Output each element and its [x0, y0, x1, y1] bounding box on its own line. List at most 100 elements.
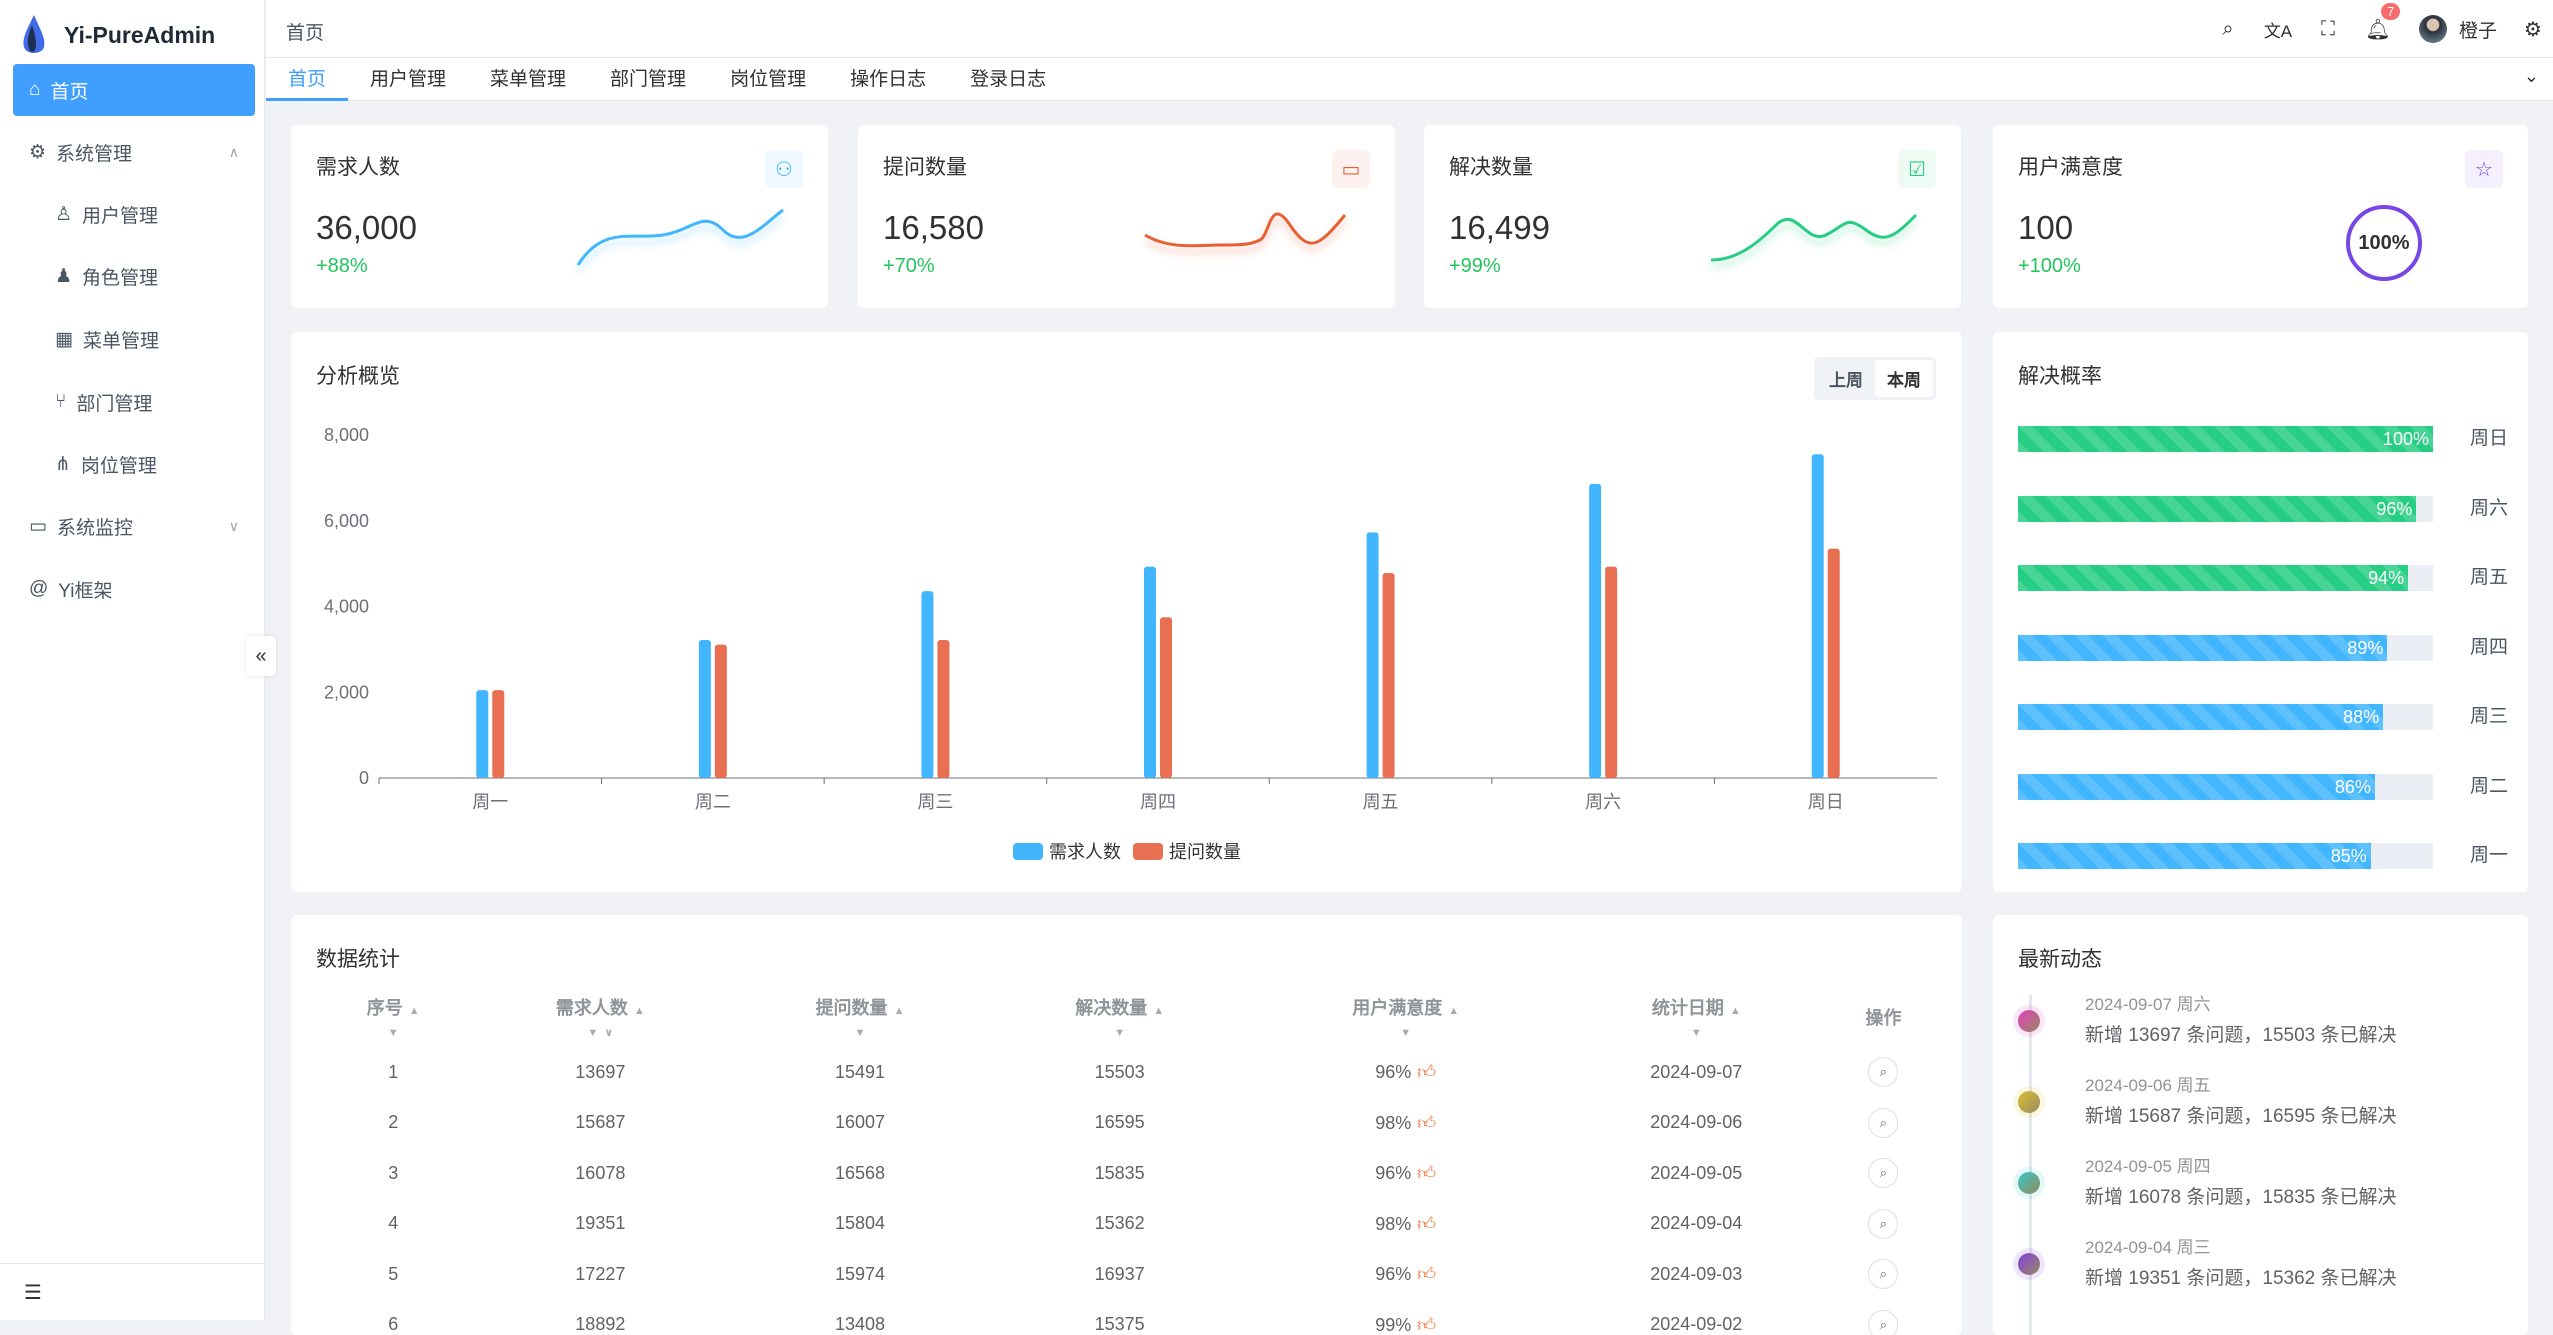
tab-6[interactable]: 登录日志 [948, 58, 1068, 101]
table-cell: 99%👍︎ [1250, 1300, 1562, 1335]
column-header[interactable]: 需求人数▲▼∨ [471, 987, 731, 1047]
sidebar-item-label: 岗位管理 [81, 451, 157, 478]
activity-text: 新增 13697 条问题，15503 条已解决 [2085, 1020, 2397, 1047]
fullscreen-icon[interactable]: ⛶ [2303, 18, 2353, 41]
rate-label: 周一 [2470, 843, 2508, 869]
column-header[interactable]: 用户满意度▲▼ [1250, 987, 1562, 1047]
progress-track: 96% [2018, 496, 2433, 522]
table-cell: 3 [316, 1148, 471, 1199]
bar-需求人数-周一 [476, 690, 488, 778]
tab-3[interactable]: 部门管理 [588, 58, 708, 101]
logo[interactable]: Yi-PureAdmin [18, 10, 215, 60]
collapse-sidebar-button[interactable]: « [246, 636, 276, 676]
translate-icon[interactable]: 文A [2253, 17, 2303, 42]
stat-title: 提问数量 [883, 151, 967, 181]
table-cell: 16078 [471, 1148, 731, 1199]
y-tick-label: 4,000 [324, 597, 369, 617]
home-icon: ⌂ [29, 79, 40, 101]
table-cell: 15503 [990, 1047, 1250, 1098]
timeline-dot [2018, 1091, 2040, 1113]
column-header[interactable]: 统计日期▲▼ [1562, 987, 1831, 1047]
activity-text: 新增 15687 条问题，16595 条已解决 [2085, 1101, 2397, 1128]
search-icon[interactable]: ⌕ [2203, 18, 2253, 41]
sparkline [573, 205, 788, 275]
progress-fill: 94% [2018, 565, 2408, 591]
table-cell: 15362 [990, 1199, 1250, 1250]
data-table-card: 数据统计 序号▲▼需求人数▲▼∨提问数量▲▼解决数量▲▼用户满意度▲▼统计日期▲… [291, 915, 1962, 1335]
table-cell: 15835 [990, 1148, 1250, 1199]
sidebar-item-label: 首页 [50, 77, 88, 104]
bar-需求人数-周四 [1144, 567, 1156, 778]
table-cell: 15491 [730, 1047, 990, 1098]
activity-text: 新增 16078 条问题，15835 条已解决 [2085, 1182, 2397, 1209]
bar-提问数量-周二 [715, 645, 727, 778]
tab-1[interactable]: 用户管理 [348, 58, 468, 101]
rate-label: 周二 [2470, 774, 2508, 800]
sidebar-item-6[interactable]: ⋔ 岗位管理 [13, 438, 255, 490]
timeline-dot [2018, 1172, 2040, 1194]
sidebar-item-8[interactable]: @Yi框架 [13, 563, 255, 615]
sidebar-toggle-icon[interactable]: ☰ [0, 1263, 265, 1320]
tab-0[interactable]: 首页 [266, 58, 348, 101]
table-cell: 96%👍︎ [1250, 1249, 1562, 1300]
timeline-dot [2018, 1253, 2040, 1275]
sidebar-item-5[interactable]: ⑂部门管理 [13, 376, 255, 428]
view-search-button[interactable]: ⌕ [1868, 1108, 1898, 1138]
sidebar-item-7[interactable]: ▭系统监控∨ [13, 500, 255, 552]
sidebar-item-2[interactable]: ♙用户管理 [13, 188, 255, 240]
bar-需求人数-周六 [1589, 484, 1601, 778]
view-search-button[interactable]: ⌕ [1868, 1158, 1898, 1188]
view-search-button[interactable]: ⌕ [1868, 1259, 1898, 1289]
bell-icon[interactable]: 🔔︎7 [2353, 17, 2403, 42]
sidebar-item-3[interactable]: ♟角色管理 [13, 250, 255, 302]
table-cell: 5 [316, 1249, 471, 1300]
progress-fill: 89% [2018, 635, 2387, 661]
column-header: 操作 [1831, 987, 1936, 1047]
table-cell: 16595 [990, 1098, 1250, 1149]
stat-card-1: 提问数量 ▭ 16,580 +70% [858, 125, 1395, 308]
settings-gear-icon[interactable]: ⚙ [2513, 17, 2553, 42]
monitor-icon: ▭ [29, 515, 47, 538]
x-tick-label: 周二 [695, 792, 731, 812]
view-search-button[interactable]: ⌕ [1868, 1310, 1898, 1335]
stat-change: +88% [316, 255, 368, 278]
view-search-button[interactable]: ⌕ [1868, 1057, 1898, 1087]
table-cell: 15804 [730, 1199, 990, 1250]
sidebar-item-1[interactable]: ⚙系统管理∧ [13, 126, 255, 178]
y-tick-label: 6,000 [324, 511, 369, 531]
column-header[interactable]: 解决数量▲▼ [990, 987, 1250, 1047]
table-cell: 4 [316, 1199, 471, 1250]
bar-提问数量-周日 [1828, 549, 1840, 778]
tab-5[interactable]: 操作日志 [828, 58, 948, 101]
thumbs-up-icon: 👍︎ [1417, 1315, 1436, 1335]
user-menu[interactable]: 橙子 [2403, 15, 2513, 43]
legend-label: 需求人数 [1049, 842, 1121, 862]
stat-card-3: 用户满意度 ☆ 100 +100% 100% [1993, 125, 2528, 308]
legend-swatch [1133, 843, 1163, 860]
progress-track: 85% [2018, 843, 2433, 869]
chat-icon: ▭ [1332, 150, 1370, 188]
progress-fill: 100% [2018, 426, 2433, 452]
tab-2[interactable]: 菜单管理 [468, 58, 588, 101]
activity-text: 新增 19351 条问题，15362 条已解决 [2085, 1263, 2397, 1290]
view-search-button[interactable]: ⌕ [1868, 1209, 1898, 1239]
stat-change: +99% [1449, 255, 1501, 278]
table-cell: 2024-09-04 [1562, 1199, 1831, 1250]
tab-4[interactable]: 岗位管理 [708, 58, 828, 101]
breadcrumb[interactable]: 首页 [286, 18, 324, 45]
timeline-line [2029, 995, 2032, 1335]
sidebar-item-0[interactable]: ⌂ 首页 [13, 64, 255, 116]
sparkline [1706, 205, 1921, 275]
column-header[interactable]: 序号▲▼ [316, 987, 471, 1047]
chevron-down-icon[interactable]: ⌄ [2524, 66, 2539, 87]
table-cell: ⌕ [1831, 1148, 1936, 1199]
sidebar-item-label: 角色管理 [82, 263, 158, 290]
thumbs-up-icon: 👍︎ [1417, 1163, 1436, 1183]
filter-chevron-icon[interactable]: ∨ [604, 1027, 613, 1039]
column-header[interactable]: 提问数量▲▼ [730, 987, 990, 1047]
sidebar-item-label: Yi框架 [58, 576, 112, 603]
org-icon: ⋔ [55, 453, 71, 476]
sidebar-item-4[interactable]: ▦菜单管理 [13, 313, 255, 365]
